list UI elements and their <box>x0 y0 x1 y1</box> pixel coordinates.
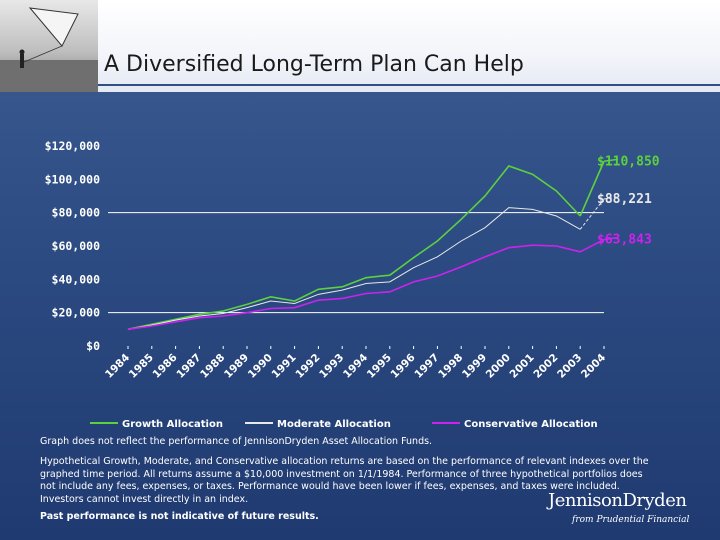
x-tick-label: 1994 <box>341 352 370 381</box>
x-tick-label: 1991 <box>270 352 299 381</box>
x-tick-label: 1998 <box>436 352 465 381</box>
y-tick-label: $100,000 <box>45 172 100 186</box>
x-tick-label: 1999 <box>460 352 489 381</box>
x-tick-label: 1995 <box>365 352 394 381</box>
x-tick-label: 2003 <box>555 352 584 381</box>
y-tick-label: $120,000 <box>45 139 100 153</box>
y-tick-label: $40,000 <box>52 272 101 286</box>
x-tick-label: 1988 <box>198 352 227 381</box>
series-end-segment-moderate <box>579 198 605 230</box>
series-line-moderate <box>127 207 581 330</box>
y-tick-label: $80,000 <box>52 206 101 220</box>
x-tick-label: 1992 <box>293 352 322 381</box>
x-tick-label: 1986 <box>151 352 180 381</box>
kite-flyer-image <box>0 7 98 92</box>
end-value-label-moderate: $88,221 <box>597 192 652 207</box>
x-tick-label: 1996 <box>389 352 418 381</box>
series-end-extension-moderate <box>603 196 619 200</box>
disclaimer-note: Graph does not reflect the performance o… <box>40 436 433 447</box>
series-line-conservative <box>127 244 581 331</box>
x-tick-label: 1984 <box>103 352 132 381</box>
x-tick-label: 2004 <box>579 352 608 381</box>
legend-label-conservative: Conservative Allocation <box>464 419 598 430</box>
x-tick-label: 2001 <box>508 352 537 381</box>
y-tick-label: $0 <box>86 339 100 353</box>
series-end-segment-growth <box>579 160 605 217</box>
x-tick-label: 2002 <box>531 352 560 381</box>
series-end-extension-growth <box>603 158 619 163</box>
legend-label-growth: Growth Allocation <box>122 419 223 430</box>
x-tick-label: 1993 <box>317 352 346 381</box>
logo-tagline: from Prudential Financial <box>572 515 690 525</box>
y-tick-label: $20,000 <box>52 306 101 320</box>
x-tick-label: 2000 <box>484 352 513 381</box>
series-end-segment-conservative <box>579 238 605 253</box>
x-tick-label: 1989 <box>222 352 251 381</box>
x-tick-label: 1985 <box>127 352 156 381</box>
header-photo <box>0 0 98 92</box>
title-divider <box>98 84 720 86</box>
logo-wordmark: JennisonDryden <box>548 490 687 511</box>
end-value-label-conservative: $63,843 <box>597 233 652 248</box>
series-line-growth <box>127 165 581 331</box>
methodology-note: Hypothetical Growth, Moderate, and Conse… <box>40 456 649 505</box>
end-value-label-growth: $110,850 <box>597 154 660 169</box>
growth-line-chart: $0 $20,000 $40,000 $60,000 $80,000 $100,000 $1… <box>45 139 660 430</box>
jennisondryden-logo: JennisonDryden from Prudential Financial <box>548 490 698 525</box>
series-end-extension-conservative <box>603 236 619 241</box>
legend-label-moderate: Moderate Allocation <box>277 419 391 430</box>
x-tick-label: 1990 <box>246 352 275 381</box>
title-bar: A Diversified Long-Term Plan Can Help <box>0 0 720 92</box>
y-tick-label: $60,000 <box>52 239 101 253</box>
x-tick-label: 1997 <box>412 352 441 381</box>
page-title: A Diversified Long-Term Plan Can Help <box>104 52 524 77</box>
past-performance-note: Past performance is not indicative of fu… <box>40 511 319 522</box>
x-tick-label: 1987 <box>174 352 203 381</box>
